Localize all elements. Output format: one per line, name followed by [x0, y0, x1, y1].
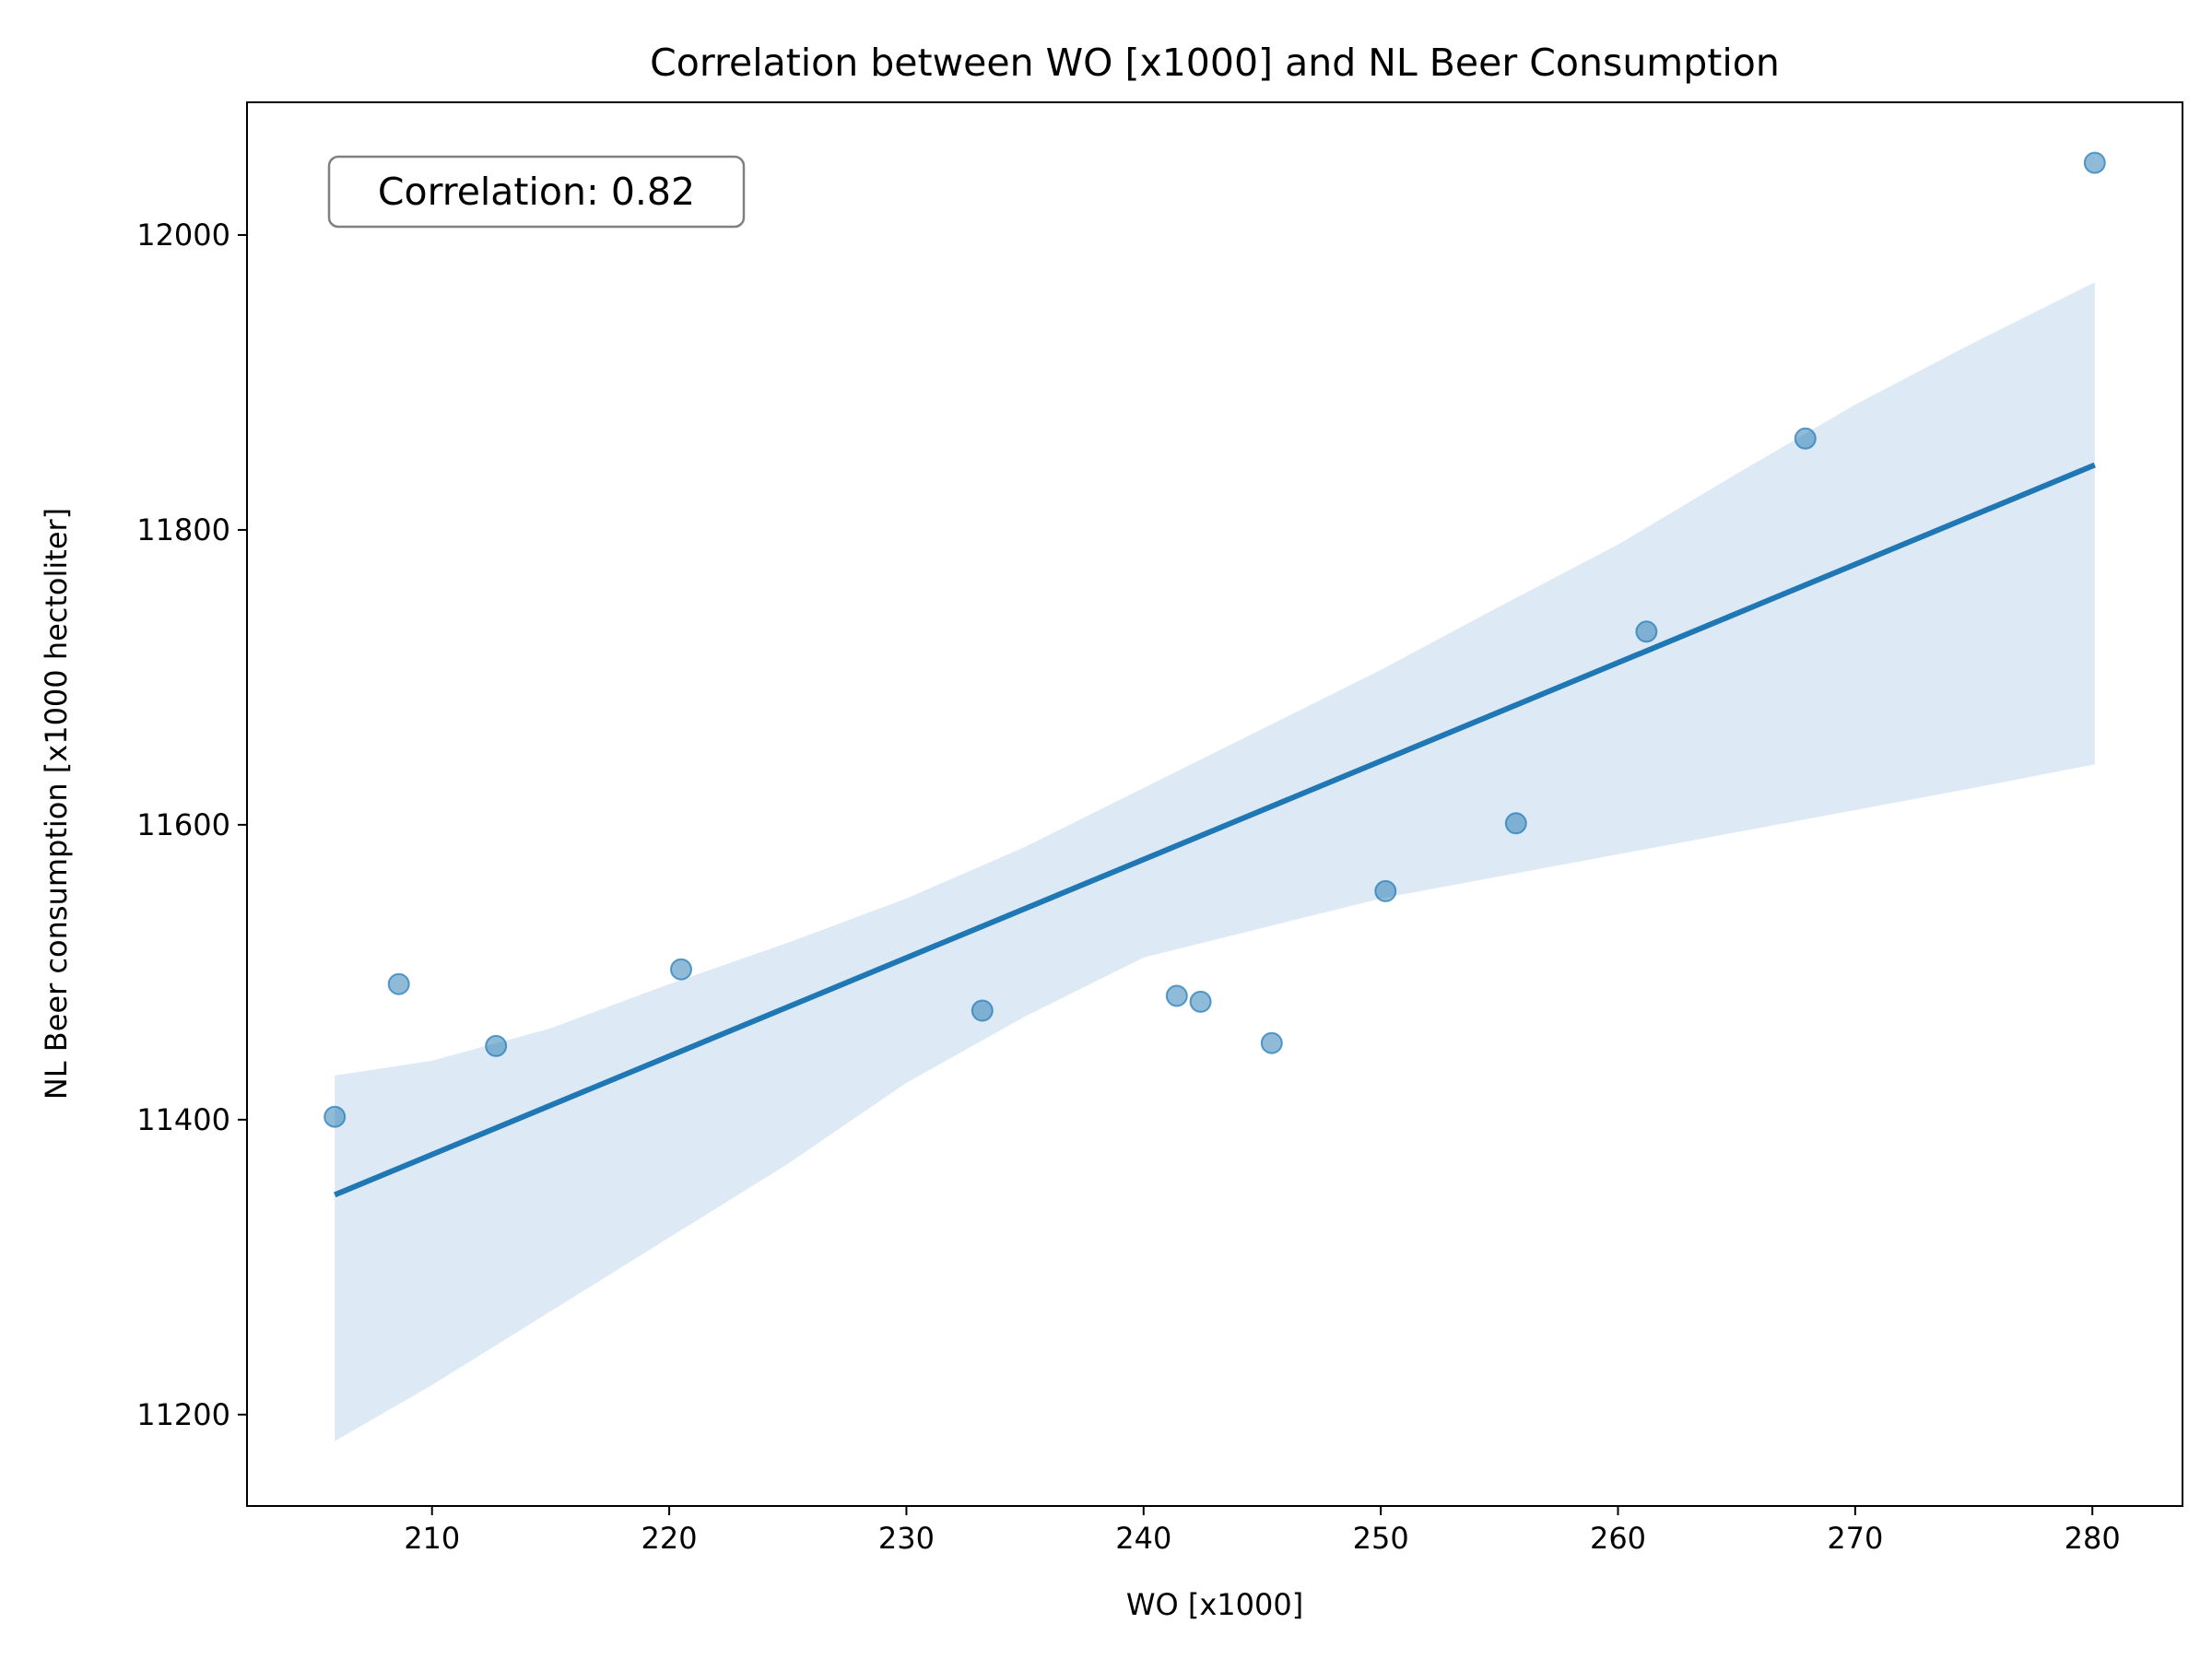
- chart-title: Correlation between WO [x1000] and NL Be…: [650, 41, 1780, 85]
- data-point: [1260, 1031, 1283, 1054]
- x-tick-label: 270: [1827, 1521, 1883, 1556]
- data-point: [670, 958, 692, 981]
- data-point: [1189, 990, 1212, 1013]
- data-point: [485, 1034, 508, 1057]
- confidence-band-layer: [335, 282, 2095, 1441]
- data-point: [971, 999, 994, 1022]
- x-tick-label: 280: [2065, 1521, 2121, 1556]
- x-tick-label: 260: [1590, 1521, 1646, 1556]
- correlation-annotation: Correlation: 0.82: [327, 155, 746, 229]
- points-layer: [324, 151, 2106, 1128]
- x-ticks: 210 220 230 240 250 260 270 280: [404, 1506, 2121, 1556]
- annotation-text: Correlation: 0.82: [378, 170, 695, 214]
- regression-line: [334, 462, 2096, 1198]
- x-tick-label: 210: [404, 1521, 460, 1556]
- data-point: [1504, 812, 1527, 835]
- data-point: [1794, 427, 1817, 450]
- regression-layer: [334, 462, 2096, 1198]
- x-axis-label: WO [x1000]: [1126, 1587, 1303, 1622]
- y-tick-label: 12000: [136, 218, 230, 253]
- data-point: [1374, 879, 1397, 902]
- x-tick-label: 230: [878, 1521, 935, 1556]
- data-point: [387, 972, 410, 995]
- y-tick-label: 11400: [136, 1102, 230, 1137]
- data-point: [1165, 984, 1188, 1007]
- annotation-box: [327, 155, 746, 229]
- x-tick-label: 250: [1353, 1521, 1409, 1556]
- data-point: [1635, 620, 1658, 643]
- y-tick-label: 11200: [136, 1397, 230, 1432]
- plot-frame: [246, 101, 2183, 1507]
- confidence-band: [335, 282, 2095, 1441]
- y-axis-label: NL Beer consumption [x1000 hectoliter]: [39, 508, 74, 1100]
- data-point: [324, 1105, 347, 1128]
- x-tick-label: 220: [641, 1521, 698, 1556]
- y-tick-label: 11800: [136, 512, 230, 547]
- x-tick-label: 240: [1115, 1521, 1171, 1556]
- y-tick-label: 11600: [136, 807, 230, 842]
- data-point: [2083, 151, 2106, 174]
- y-ticks: 11200 11400 11600 11800 12000: [136, 218, 247, 1432]
